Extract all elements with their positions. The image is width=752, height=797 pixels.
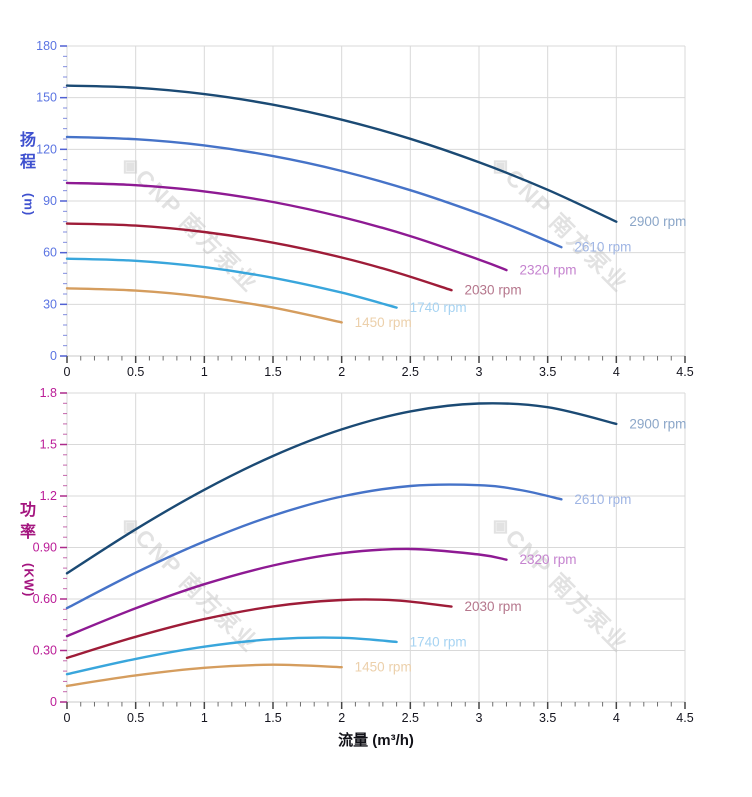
y-axis-tick-label: 90 [43,194,57,208]
y-axis-tick-label: 0.60 [33,592,57,606]
flow-axis-title: 流量 (m³/h) [338,732,414,749]
curve-label-2610-rpm: 2610 rpm [574,492,631,507]
curve-2900-rpm [65,84,618,223]
curve-2030-rpm [65,222,453,292]
y-axis-tick-label: 0 [50,695,57,709]
x-axis-tick-label: 1 [201,365,208,379]
curve-label-2610-rpm: 2610 rpm [574,240,631,255]
curve-1740-rpm [65,636,398,676]
y-axis-tick-label: 30 [43,297,57,311]
x-axis-tick-label: 3.5 [539,711,556,725]
x-axis-tick-label: 0 [64,365,71,379]
y-axis-tick-label: 0 [50,349,57,363]
curve-2900-rpm [65,402,618,575]
power-axis-unit: (KW) [21,562,37,598]
y-axis-tick-label: 0.90 [33,541,57,555]
curve-2320-rpm [65,547,508,638]
curve-label-2320-rpm: 2320 rpm [519,552,576,567]
x-axis-tick-label: 4 [613,365,620,379]
x-axis-tick-label: 3 [476,711,483,725]
curve-2320-rpm [65,181,508,272]
x-axis-tick-label: 3 [476,365,483,379]
y-axis-tick-label: 180 [36,39,57,53]
curve-label-2320-rpm: 2320 rpm [519,263,576,278]
curve-label-2030-rpm: 2030 rpm [465,599,522,614]
x-axis-tick-label: 4 [613,711,620,725]
y-axis-tick-label: 1.5 [40,438,57,452]
x-axis-tick-label: 1.5 [264,711,281,725]
y-axis-tick-label: 60 [43,246,57,260]
y-axis-tick-label: 1.2 [40,489,57,503]
x-axis-tick-label: 2.5 [402,711,419,725]
y-axis-tick-label: 0.30 [33,644,57,658]
x-axis-tick-label: 2 [338,711,345,725]
power-axis-title: 功 率 (KW) [20,502,36,597]
y-axis-tick-label: 120 [36,142,57,156]
curve-label-1740-rpm: 1740 rpm [410,300,467,315]
watermark: ◈CNP 南方泵业 [116,149,264,297]
head-axis-title-char: 扬 [20,132,37,149]
curve-label-2900-rpm: 2900 rpm [629,214,686,229]
curve-label-2030-rpm: 2030 rpm [465,283,522,298]
head-axis-title-char: 程 [20,154,37,172]
x-axis-tick-label: 4.5 [676,365,693,379]
x-axis-tick-label: 0.5 [127,365,144,379]
curve-2610-rpm [65,135,563,249]
watermark: ◈CNP 南方泵业 [486,509,634,657]
y-axis-tick-label: 150 [36,91,57,105]
curve-1450-rpm [65,663,343,688]
head-axis-title: 扬 程 (m) [20,132,36,216]
x-axis-tick-label: 0 [64,711,71,725]
curve-1450-rpm [65,287,343,324]
power-axis-title-char: 功 [20,502,37,519]
curve-label-1450-rpm: 1450 rpm [355,660,412,675]
head-axis-unit: (m) [21,192,37,216]
curve-2610-rpm [65,483,563,610]
x-axis-tick-label: 1.5 [264,365,281,379]
curve-2030-rpm [65,598,453,660]
power-axis-title-char: 率 [20,524,37,542]
x-axis-tick-label: 4.5 [676,711,693,725]
curve-1740-rpm [65,257,398,309]
curve-label-1740-rpm: 1740 rpm [410,634,467,649]
curve-label-1450-rpm: 1450 rpm [355,315,412,330]
x-axis-tick-label: 2.5 [402,365,419,379]
x-axis-tick-label: 0.5 [127,711,144,725]
x-axis-tick-label: 3.5 [539,365,556,379]
x-axis-tick-label: 2 [338,365,345,379]
x-axis-tick-label: 1 [201,711,208,725]
curve-label-2900-rpm: 2900 rpm [629,416,686,431]
y-axis-tick-label: 1.8 [40,386,57,400]
